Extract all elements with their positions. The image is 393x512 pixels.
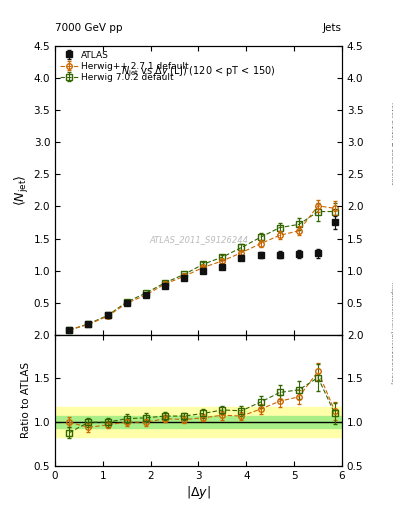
Bar: [55, 408, 342, 437]
Text: $N_\mathrm{jet}$ vs $\Delta y$ (LJ) (120 < pT < 150): $N_\mathrm{jet}$ vs $\Delta y$ (LJ) (120…: [121, 65, 276, 79]
X-axis label: $|\Delta y|$: $|\Delta y|$: [186, 483, 211, 501]
Text: mcplots.cern.ch [arXiv:1306.3436]: mcplots.cern.ch [arXiv:1306.3436]: [390, 282, 393, 383]
Text: ATLAS_2011_S9126244: ATLAS_2011_S9126244: [149, 235, 248, 244]
Text: Jets: Jets: [323, 23, 342, 33]
Bar: [55, 416, 342, 429]
Legend: ATLAS, Herwig++ 2.7.1 default, Herwig 7.0.2 default: ATLAS, Herwig++ 2.7.1 default, Herwig 7.…: [58, 49, 191, 84]
Text: Rivet 3.1.10, ≥ 600k events: Rivet 3.1.10, ≥ 600k events: [390, 102, 393, 185]
Y-axis label: $\langle N_\mathrm{jet}\rangle$: $\langle N_\mathrm{jet}\rangle$: [13, 175, 31, 206]
Y-axis label: Ratio to ATLAS: Ratio to ATLAS: [21, 362, 31, 438]
Text: 7000 GeV pp: 7000 GeV pp: [55, 23, 123, 33]
